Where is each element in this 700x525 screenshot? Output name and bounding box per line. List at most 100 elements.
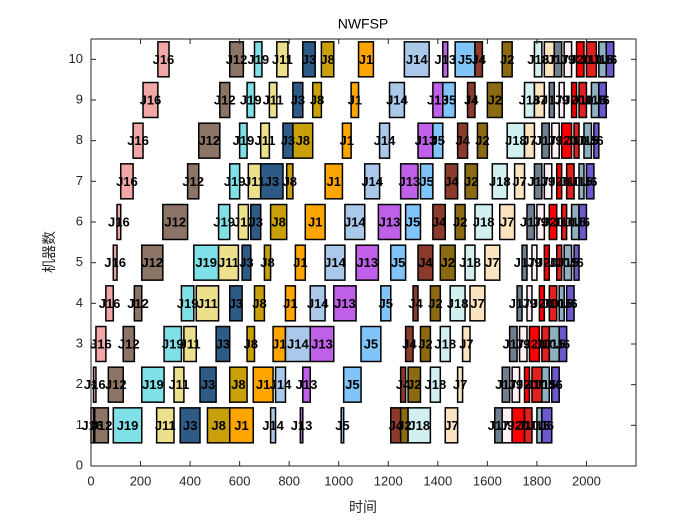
job-label: J10 xyxy=(553,214,575,229)
job-block xyxy=(432,203,447,241)
job-block xyxy=(340,407,345,444)
job-label: J4 xyxy=(471,52,486,67)
job-block xyxy=(199,366,217,403)
job-label: J18 xyxy=(489,174,511,189)
job-label: J14 xyxy=(287,336,309,351)
job-label: J4 xyxy=(444,174,459,189)
job-block xyxy=(274,366,287,403)
job-label: J16 xyxy=(153,52,175,67)
job-label: J18 xyxy=(424,377,446,392)
job-label: J20 xyxy=(516,377,538,392)
job-label: J12 xyxy=(127,296,149,311)
job-label: J18 xyxy=(447,296,469,311)
job-label: J15 xyxy=(592,52,614,67)
x-tick-label: 200 xyxy=(130,473,152,488)
job-label: J1 xyxy=(272,336,286,351)
job-label: J19 xyxy=(177,296,199,311)
job-label: J9 xyxy=(509,377,523,392)
y-tick-label: 1 xyxy=(76,417,83,432)
job-block xyxy=(333,285,357,322)
job-label: J1 xyxy=(283,296,297,311)
job-label: J3 xyxy=(183,418,197,433)
job-block xyxy=(302,366,311,403)
job-label: J18 xyxy=(519,92,541,107)
job-label: J6 xyxy=(548,377,562,392)
job-label: J13 xyxy=(415,133,437,148)
axes-box xyxy=(90,38,637,467)
job-label: J7 xyxy=(522,133,536,148)
job-label: J10 xyxy=(566,133,588,148)
job-block xyxy=(195,285,220,322)
job-block xyxy=(585,41,598,78)
y-tick-label: 10 xyxy=(69,51,83,66)
job-block xyxy=(523,407,533,444)
x-tick-label: 1000 xyxy=(324,473,353,488)
job-block xyxy=(320,41,335,78)
job-block xyxy=(548,285,558,322)
job-label: J7 xyxy=(453,377,467,392)
job-label: J8 xyxy=(310,92,324,107)
job-block xyxy=(412,285,419,322)
job-block xyxy=(464,244,476,281)
job-block xyxy=(578,203,588,241)
job-label: J10 xyxy=(542,296,564,311)
job-label: J14 xyxy=(270,377,292,392)
job-label: J7 xyxy=(542,52,556,67)
job-block xyxy=(241,244,252,281)
job-label: J7 xyxy=(470,296,484,311)
job-block xyxy=(246,81,256,119)
job-block xyxy=(565,285,575,322)
job-label: J18 xyxy=(408,418,430,433)
job-block xyxy=(558,81,565,119)
job-label: J17 xyxy=(547,52,569,67)
job-block xyxy=(511,366,521,403)
job-label: J10 xyxy=(581,52,603,67)
job-label: J5 xyxy=(364,336,378,351)
job-label: J8 xyxy=(211,418,225,433)
job-label: J7 xyxy=(500,214,514,229)
job-block xyxy=(253,285,266,322)
job-block xyxy=(548,203,558,241)
job-label: J11 xyxy=(218,255,239,270)
job-label: J12 xyxy=(182,174,204,189)
job-block xyxy=(570,81,578,119)
job-label: J2 xyxy=(500,52,514,67)
job-block xyxy=(541,122,551,159)
job-label: J16 xyxy=(116,174,138,189)
job-label: J15 xyxy=(571,174,593,189)
job-label: J6 xyxy=(603,52,617,67)
y-tick-label: 6 xyxy=(76,213,83,228)
job-block xyxy=(456,122,469,159)
job-block xyxy=(543,163,553,200)
job-block xyxy=(573,122,580,159)
y-tick-label: 5 xyxy=(76,254,83,269)
job-label: J15 xyxy=(564,214,586,229)
job-label: J3 xyxy=(216,336,230,351)
job-label: J20 xyxy=(548,174,570,189)
job-block xyxy=(555,163,563,200)
job-label: J9 xyxy=(500,418,514,433)
job-block xyxy=(439,325,451,363)
job-label: J20 xyxy=(507,418,529,433)
job-label: J14 xyxy=(307,296,329,311)
job-block xyxy=(269,407,277,444)
job-block xyxy=(543,244,551,281)
job-block xyxy=(456,366,464,403)
job-block xyxy=(157,41,170,78)
job-block xyxy=(228,163,241,200)
job-block xyxy=(417,244,434,281)
job-block xyxy=(585,163,595,200)
job-label: J11 xyxy=(272,52,293,67)
job-label: J2 xyxy=(488,92,502,107)
job-block xyxy=(523,366,531,403)
job-block xyxy=(186,163,200,200)
job-label: J13 xyxy=(356,255,378,270)
job-label: J4 xyxy=(464,92,479,107)
job-block xyxy=(565,163,575,200)
job-label: J18 xyxy=(473,214,495,229)
job-block xyxy=(486,81,503,119)
job-block xyxy=(250,203,262,241)
job-label: J3 xyxy=(302,52,316,67)
